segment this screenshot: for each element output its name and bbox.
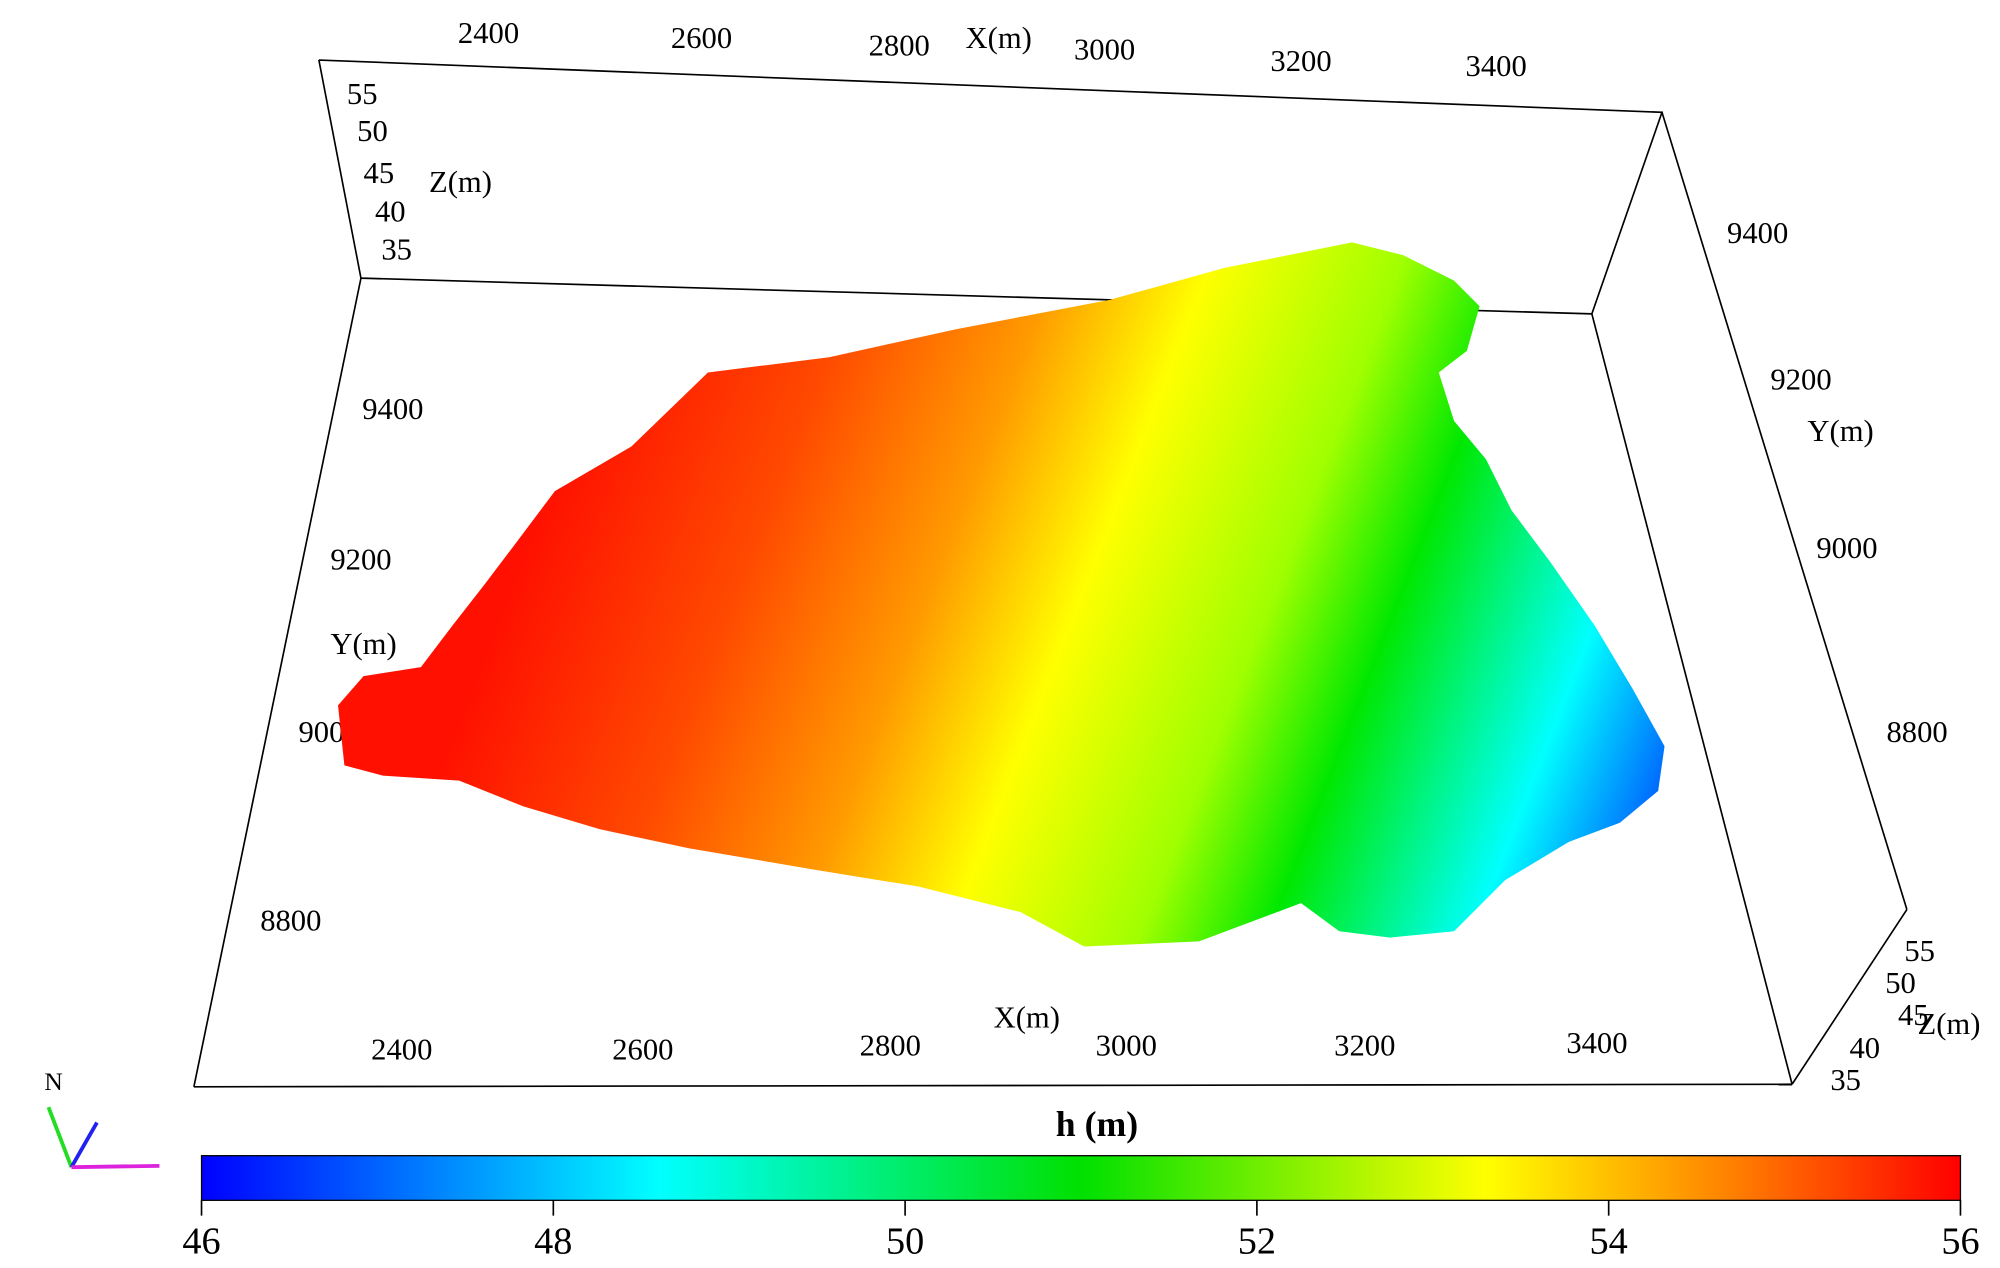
z-tick-label: 55 [1904,934,1935,968]
x-tick-label: 3000 [1074,32,1135,66]
box-frame [193,59,1908,1088]
x-tick-label: 3200 [1270,44,1331,78]
z-tick-label: 35 [1830,1063,1861,1097]
colorbar-tick-label: 54 [1590,1221,1628,1263]
colorbar-tick-label: 50 [886,1221,924,1263]
y-axis-label: Y(m) [330,627,396,661]
colorbar-tick-label: 52 [1238,1221,1276,1263]
z-tick-label: 40 [375,194,406,228]
x-tick-label: 2400 [371,1032,432,1066]
x-tick-label: 3200 [1334,1029,1395,1063]
x-tick-label: 2800 [869,29,930,63]
z-tick-label: 45 [364,156,395,190]
x-tick-label: 2600 [612,1032,673,1066]
x-tick-label: 3000 [1096,1029,1157,1063]
colorbar-tick-label: 46 [182,1221,220,1263]
y-tick-label: 9200 [1770,363,1831,397]
compass [46,1106,160,1170]
colorbar-tick-label: 56 [1941,1221,1979,1263]
x-axis-label: X(m) [966,21,1032,55]
z-tick-label: 50 [1885,966,1916,1000]
x-tick-label: 3400 [1566,1026,1627,1060]
y-axis-label: Y(m) [1807,414,1873,448]
z-axis-label: Z(m) [429,165,492,199]
z-tick-label: 55 [347,77,378,111]
y-tick-label: 9400 [1727,216,1788,250]
z-tick-label: 45 [1898,998,1929,1032]
z-tick-label: 50 [357,114,388,148]
x-tick-label: 2800 [860,1029,921,1063]
y-tick-label: 9000 [1816,531,1877,565]
z-tick-label: 40 [1849,1031,1880,1065]
x-tick-label: 2400 [458,16,519,50]
north-label: N [44,1067,62,1096]
x-axis-label: X(m) [994,1001,1060,1035]
y-tick-label: 8800 [1886,715,1947,749]
colorbar-title: h (m) [1056,1104,1138,1144]
x-tick-label: 3400 [1466,49,1527,83]
colorbar [200,1155,1962,1201]
y-tick-label: 9200 [330,543,391,577]
surface [338,242,1665,947]
x-tick-label: 2600 [671,21,732,55]
y-tick-label: 9400 [362,392,423,426]
z-axis-label: Z(m) [1918,1007,1981,1041]
y-tick-label: 8800 [260,904,321,938]
colorbar-tick-label: 48 [534,1221,572,1263]
z-tick-label: 35 [381,233,412,267]
